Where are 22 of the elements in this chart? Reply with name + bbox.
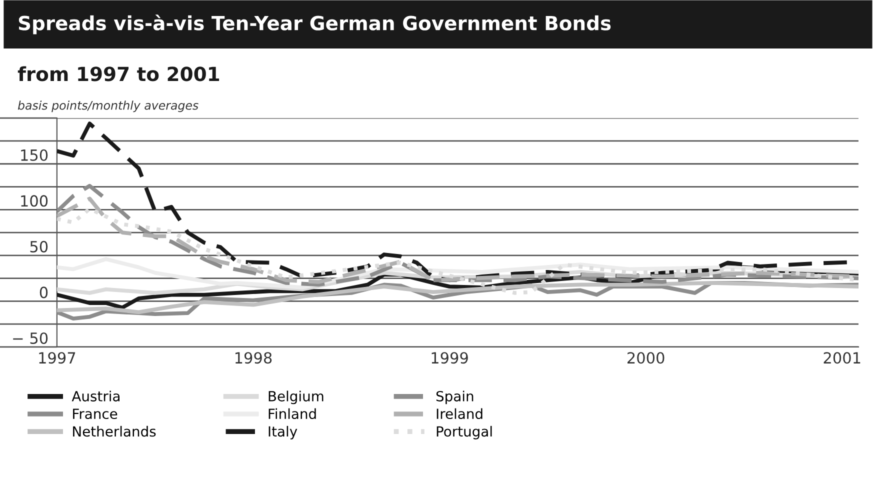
y-tick-label: 100 [21, 195, 48, 207]
y-tick-label: 150 [21, 149, 48, 161]
x-tick-label: 2000 [628, 352, 664, 364]
legend-label: Austria [72, 390, 120, 402]
legend-label: Spain [436, 390, 474, 404]
x-tick-label: 2001 [824, 352, 860, 364]
legend-label: Portugal [436, 426, 492, 440]
legend-label: France [73, 408, 118, 420]
legend-label: Netherlands [73, 426, 156, 437]
chart-subtitle: from 1997 to 2001 [18, 66, 220, 82]
x-tick-label: 1998 [235, 352, 272, 364]
x-tick-label: 1999 [432, 352, 468, 364]
y-axis-title: basis points/monthly averages [18, 100, 198, 112]
legend-label: Italy [268, 426, 298, 440]
chart-title: Spreads vis-à-vis Ten-Year German Government Bonds [18, 14, 611, 34]
legend-label: Finland [268, 408, 316, 420]
y-tick-label: 50 [30, 240, 48, 252]
legend-label: Belgium [268, 390, 324, 404]
legend-label: Ireland [436, 408, 482, 420]
y-tick-label: 0 [40, 286, 48, 298]
y-tick-label: − 50 [13, 332, 48, 344]
x-tick-label: 1997 [39, 352, 76, 364]
